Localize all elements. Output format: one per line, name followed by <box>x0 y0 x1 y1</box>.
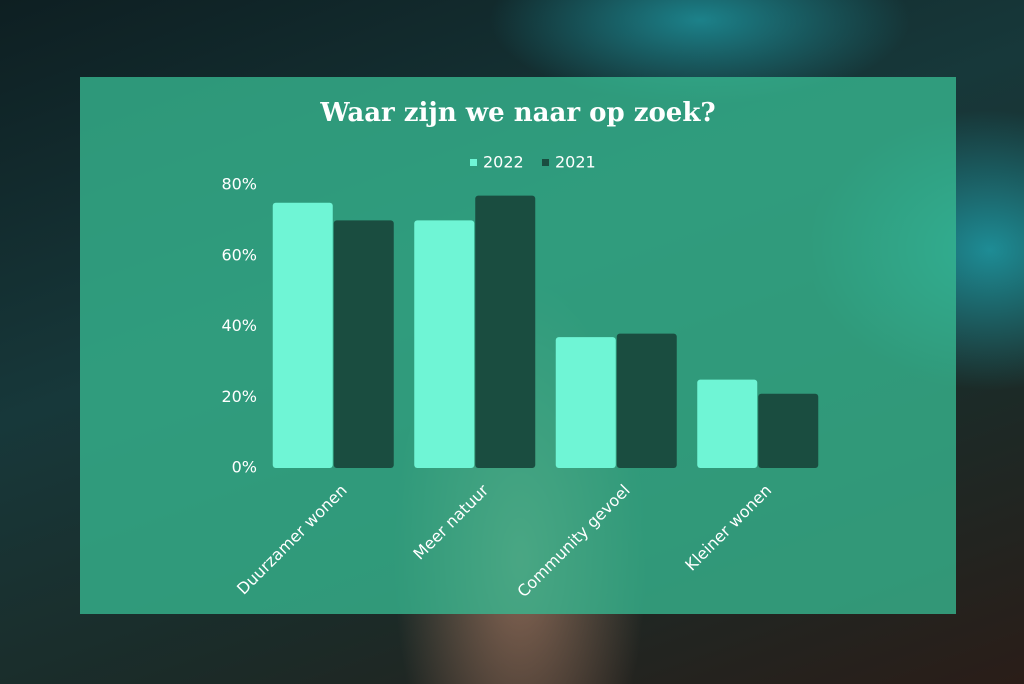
bar <box>414 220 475 468</box>
chart-title: Waar zijn we naar op zoek? <box>319 98 715 128</box>
y-tick-label: 20% <box>221 387 257 406</box>
y-tick-label: 60% <box>221 245 257 264</box>
y-tick-label: 0% <box>232 458 257 477</box>
legend-swatch <box>542 159 549 166</box>
y-tick-label: 80% <box>221 175 257 194</box>
bar <box>333 220 394 468</box>
bar <box>758 393 819 468</box>
bar <box>616 333 677 468</box>
legend-swatch <box>470 159 477 166</box>
legend-label: 2021 <box>555 153 596 172</box>
bar <box>555 337 616 468</box>
bar <box>697 379 758 468</box>
bar <box>475 195 536 469</box>
legend-label: 2022 <box>483 153 524 172</box>
y-tick-label: 40% <box>221 316 257 335</box>
bar <box>272 202 333 468</box>
